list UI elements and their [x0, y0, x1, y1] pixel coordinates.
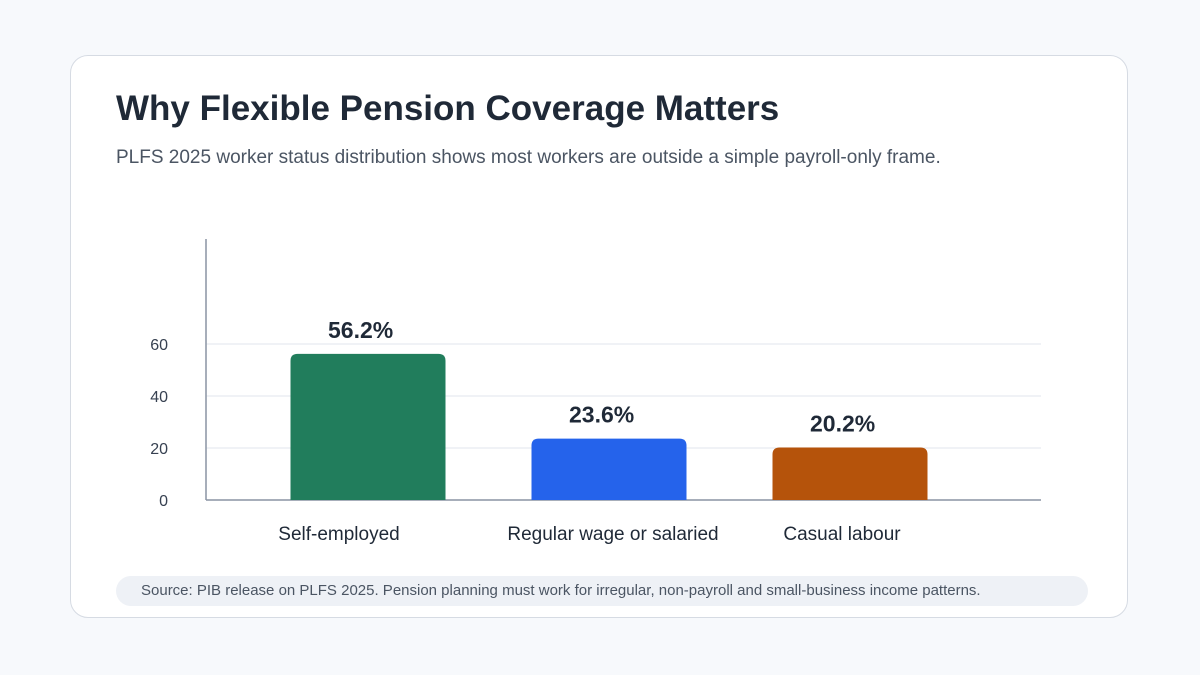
- bar: [772, 447, 928, 500]
- data-label: 23.6%: [569, 402, 634, 428]
- y-tick-labels: 0 20 40 60: [150, 337, 168, 510]
- category-labels: Self-employed Regular wage or salaried Cas…: [278, 524, 901, 545]
- chart-title: Why Flexible Pension Coverage Matters: [116, 89, 780, 128]
- data-label: 56.2%: [328, 317, 393, 343]
- category-label: Regular wage or salaried: [507, 524, 718, 545]
- y-tick-label: 40: [150, 389, 168, 406]
- chart-subtitle: PLFS 2025 worker status distribution sho…: [116, 147, 941, 168]
- bars: [290, 353, 928, 500]
- data-labels: 56.2% 23.6% 20.2%: [328, 317, 875, 437]
- category-label: Casual labour: [783, 524, 901, 545]
- bar-chart: 0 20 40 60 56.2% 23.6% 20.2% Self-employed Reg…: [150, 239, 1041, 545]
- y-tick-label: 20: [150, 441, 168, 458]
- y-tick-label: 60: [150, 337, 168, 354]
- y-tick-label: 0: [159, 493, 168, 510]
- source-note: Source: PIB release on PLFS 2025. Pensio…: [116, 576, 1088, 606]
- chart-card: Why Flexible Pension Coverage Matters PL…: [70, 55, 1128, 618]
- category-label: Self-employed: [278, 524, 399, 545]
- bar: [290, 353, 446, 500]
- data-label: 20.2%: [810, 410, 875, 436]
- bar: [531, 438, 687, 500]
